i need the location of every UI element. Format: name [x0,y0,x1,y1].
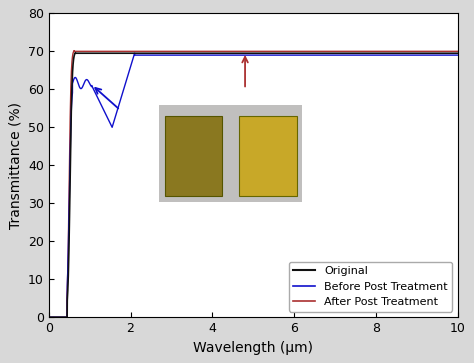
Original [69,85,75,89]
Line: After Post Treatment: After Post Treatment [49,50,458,317]
Before Post Treatment [266,53,272,57]
Before Post Treatment [101,108,107,113]
X-axis label: Wavelength (μm): Wavelength (μm) [193,340,313,355]
Original [383,51,389,56]
Original [382,51,388,56]
Original [73,50,78,55]
After Post Treatment [46,315,52,319]
After Post Treatment [52,315,58,319]
Before Post Treatment [123,79,129,83]
Original [138,51,144,56]
Line: Before Post Treatment: Before Post Treatment [49,53,458,317]
Original [52,315,58,319]
Before Post Treatment [46,315,52,319]
Original [149,51,155,56]
Before Post Treatment [132,51,137,56]
Original [455,51,461,56]
After Post Treatment [137,49,142,53]
After Post Treatment [455,49,461,53]
Line: Original: Original [49,53,458,317]
Before Post Treatment [82,78,88,83]
After Post Treatment [68,79,74,83]
Before Post Treatment [200,53,206,57]
After Post Treatment [71,48,77,53]
Before Post Treatment [455,53,461,57]
Legend: Original, Before Post Treatment, After Post Treatment: Original, Before Post Treatment, After P… [289,262,452,312]
After Post Treatment [383,49,389,53]
Before Post Treatment [301,53,306,57]
After Post Treatment [382,49,387,53]
Original [46,315,52,319]
Y-axis label: Transmittance (%): Transmittance (%) [9,102,22,229]
After Post Treatment [148,49,154,53]
